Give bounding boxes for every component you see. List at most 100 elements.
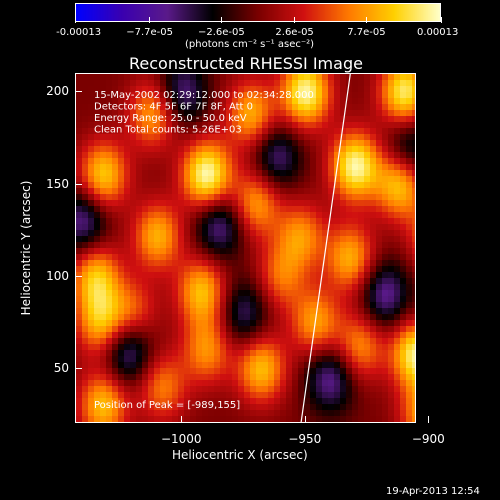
heatmap-cell xyxy=(406,314,413,321)
heatmap-cell xyxy=(268,92,275,99)
heatmap-cell xyxy=(106,200,113,207)
heatmap-cell xyxy=(130,158,137,165)
heatmap-cell xyxy=(394,368,401,375)
heatmap-cell xyxy=(112,368,119,375)
heatmap-cell xyxy=(160,110,167,117)
heatmap-cell xyxy=(142,266,149,273)
heatmap-cell xyxy=(364,98,371,105)
heatmap-cell xyxy=(220,74,227,81)
heatmap-cell xyxy=(358,290,365,297)
heatmap-cell xyxy=(250,80,257,87)
heatmap-cell xyxy=(352,86,359,93)
heatmap-cell xyxy=(76,320,83,327)
heatmap-cell xyxy=(178,110,185,117)
heatmap-cell xyxy=(112,284,119,291)
heatmap-cell xyxy=(130,170,137,177)
heatmap-cell xyxy=(328,86,335,93)
heatmap-cell xyxy=(184,128,191,135)
heatmap-cell xyxy=(124,122,131,129)
heatmap-cell xyxy=(226,218,233,225)
heatmap-cell xyxy=(412,284,415,291)
heatmap-cell xyxy=(352,248,359,255)
heatmap-cell xyxy=(190,248,197,255)
heatmap-cell xyxy=(406,374,413,381)
heatmap-cell xyxy=(268,350,275,357)
heatmap-cell xyxy=(178,242,185,249)
heatmap-cell xyxy=(76,194,83,201)
heatmap-cell xyxy=(196,266,203,273)
heatmap-cell xyxy=(322,380,329,387)
heatmap-cell xyxy=(304,218,311,225)
heatmap-cell xyxy=(148,398,155,405)
heatmap-cell xyxy=(328,242,335,249)
heatmap-cell xyxy=(196,398,203,405)
heatmap-cell xyxy=(304,236,311,243)
heatmap-cell xyxy=(382,194,389,201)
heatmap-cell xyxy=(388,374,395,381)
heatmap-cell xyxy=(376,164,383,171)
heatmap-cell xyxy=(376,296,383,303)
heatmap-cell xyxy=(190,128,197,135)
heatmap-cell xyxy=(304,302,311,309)
heatmap-cell xyxy=(352,98,359,105)
heatmap-cell xyxy=(112,122,119,129)
heatmap-cell xyxy=(136,338,143,345)
heatmap-cell xyxy=(100,296,107,303)
heatmap-cell xyxy=(220,290,227,297)
heatmap-cell xyxy=(160,356,167,363)
heatmap-cell xyxy=(130,422,137,423)
heatmap-cell xyxy=(394,86,401,93)
heatmap-cell xyxy=(406,206,413,213)
heatmap-cell xyxy=(370,236,377,243)
heatmap-cell xyxy=(172,266,179,273)
heatmap-cell xyxy=(220,146,227,153)
heatmap-cell xyxy=(316,170,323,177)
heatmap-cell xyxy=(262,98,269,105)
heatmap-cell xyxy=(268,194,275,201)
heatmap-cell xyxy=(298,320,305,327)
heatmap-cell xyxy=(82,236,89,243)
heatmap-cell xyxy=(160,368,167,375)
heatmap-cell xyxy=(214,320,221,327)
heatmap-cell xyxy=(226,374,233,381)
heatmap-cell xyxy=(160,254,167,261)
heatmap-cell xyxy=(208,80,215,87)
heatmap-cell xyxy=(88,158,95,165)
heatmap-cell xyxy=(400,86,407,93)
heatmap-cell xyxy=(160,290,167,297)
heatmap-cell xyxy=(382,122,389,129)
heatmap-cell xyxy=(244,422,251,423)
heatmap-cell xyxy=(268,326,275,333)
heatmap-cell xyxy=(382,128,389,135)
heatmap-cell xyxy=(100,176,107,183)
heatmap-cell xyxy=(334,230,341,237)
heatmap-cell xyxy=(244,314,251,321)
heatmap-cell xyxy=(394,284,401,291)
heatmap-cell xyxy=(412,224,415,231)
heatmap-cell xyxy=(100,362,107,369)
heatmap-cell xyxy=(226,242,233,249)
heatmap-cell xyxy=(310,374,317,381)
heatmap-cell xyxy=(166,338,173,345)
heatmap-cell xyxy=(154,224,161,231)
heatmap-cell xyxy=(340,416,347,422)
heatmap-cell xyxy=(214,410,221,417)
heatmap-cell xyxy=(370,206,377,213)
heatmap-cell xyxy=(370,230,377,237)
heatmap-cell xyxy=(286,236,293,243)
heatmap-cell xyxy=(274,164,281,171)
heatmap-cell xyxy=(340,248,347,255)
heatmap-cell xyxy=(94,140,101,147)
heatmap-cell xyxy=(388,338,395,345)
heatmap-cell xyxy=(358,260,365,267)
heatmap-cell xyxy=(220,206,227,213)
heatmap-cell xyxy=(262,422,269,423)
heatmap-cell xyxy=(346,356,353,363)
heatmap-cell xyxy=(376,374,383,381)
heatmap-cell xyxy=(310,392,317,399)
heatmap-cell xyxy=(250,236,257,243)
heatmap-cell xyxy=(214,218,221,225)
heatmap-cell xyxy=(232,368,239,375)
heatmap-cell xyxy=(172,140,179,147)
heatmap-cell xyxy=(328,110,335,117)
